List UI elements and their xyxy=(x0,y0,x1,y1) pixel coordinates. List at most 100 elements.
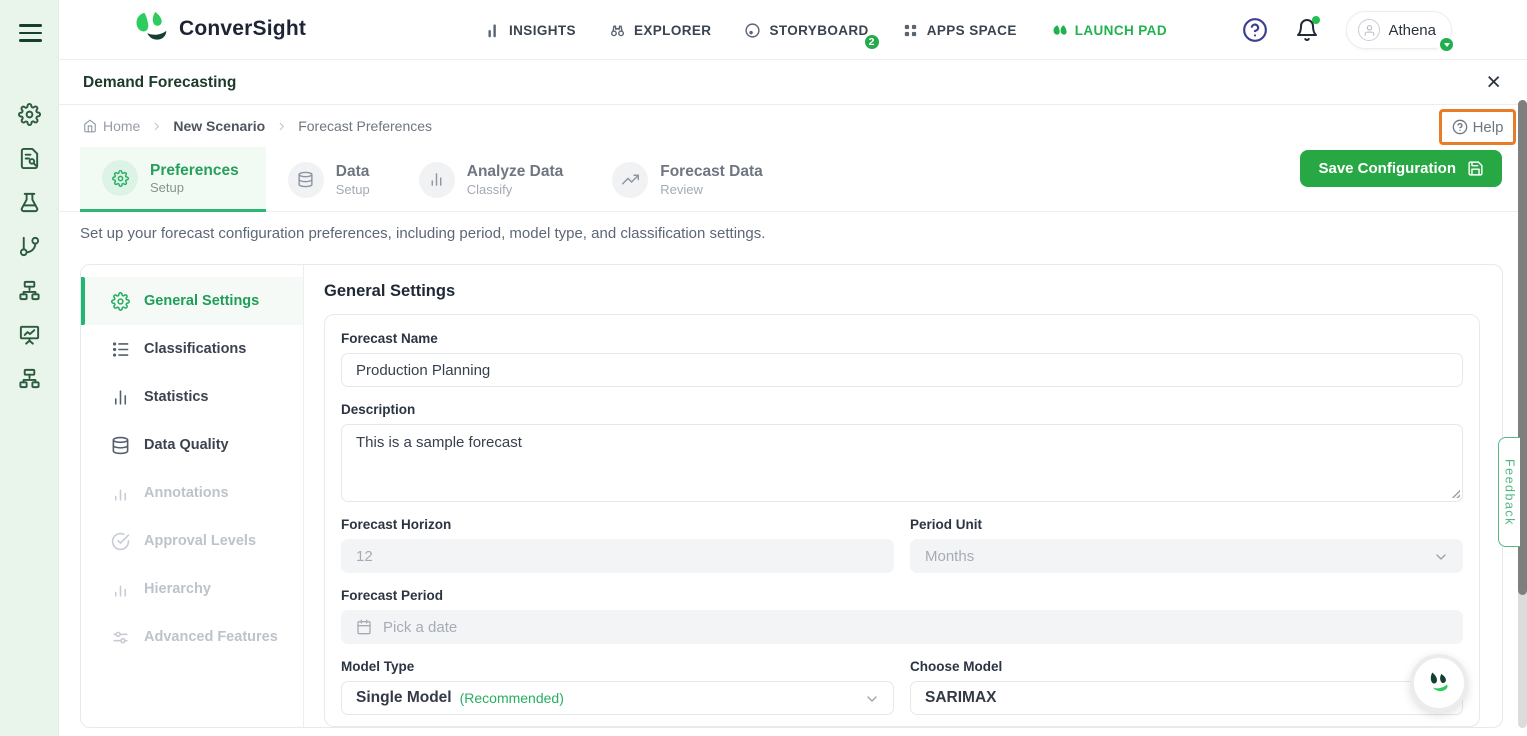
conversight-logo-icon xyxy=(136,11,167,40)
breadcrumb-new-scenario[interactable]: New Scenario xyxy=(173,118,266,134)
recommended-hint: (Recommended) xyxy=(459,690,564,706)
nav-apps-space[interactable]: APPS SPACE xyxy=(902,22,1017,39)
bar-chart-small-icon xyxy=(114,585,127,597)
lab-flask-icon[interactable] xyxy=(18,191,41,214)
database-icon xyxy=(112,436,129,454)
breadcrumb: Home New Scenario Forecast Preferences xyxy=(83,118,432,134)
scrollbar-thumb[interactable] xyxy=(1518,100,1527,595)
gear-icon xyxy=(102,160,138,196)
general-settings-form: Forecast Name Description This is a samp… xyxy=(324,314,1480,727)
forecast-horizon-input: 12 xyxy=(341,539,894,573)
check-circle-icon xyxy=(111,532,130,550)
sidebar-item-advanced-features: Advanced Features xyxy=(81,613,303,661)
general-settings-panel: General Settings Forecast Name Descripti… xyxy=(304,265,1502,727)
tab-preferences-setup[interactable]: Preferences Setup xyxy=(80,147,266,212)
choose-model-select[interactable]: SARIMAX xyxy=(910,681,1463,715)
bar-chart-icon xyxy=(114,389,127,405)
chevron-down-icon xyxy=(1436,554,1446,560)
chevron-right-icon xyxy=(155,122,160,130)
insights-bars-icon xyxy=(488,23,496,37)
help-question-icon xyxy=(1452,119,1467,135)
help-circle-icon[interactable] xyxy=(1242,17,1268,43)
settings-nav: General Settings Classifications Statist… xyxy=(81,265,304,727)
forecast-name-input[interactable] xyxy=(341,353,1463,387)
ordered-list-icon xyxy=(112,341,129,357)
description-label: Description xyxy=(341,402,416,417)
save-icon xyxy=(1468,161,1483,176)
nav-insights[interactable]: INSIGHTS xyxy=(484,22,576,39)
wizard-steps-row: Preferences Setup Data Setup Analyze Data C… xyxy=(59,147,1527,212)
chevron-down-icon xyxy=(867,696,877,702)
audit-log-icon[interactable] xyxy=(18,147,41,170)
model-type-label: Model Type xyxy=(341,659,415,674)
sidebar-item-statistics[interactable]: Statistics xyxy=(81,373,303,421)
menu-toggle-icon[interactable] xyxy=(19,24,42,47)
bar-chart-small-icon xyxy=(114,489,127,501)
close-icon[interactable]: × xyxy=(1486,68,1501,96)
home-icon xyxy=(84,119,96,133)
hierarchy-icon[interactable] xyxy=(18,367,41,390)
conversight-mark-icon xyxy=(1430,672,1448,692)
preferences-card: General Settings Classifications Statist… xyxy=(80,264,1503,728)
athena-chat-bubble[interactable] xyxy=(1410,654,1468,712)
launch-pad-icon xyxy=(1053,24,1067,35)
panel-heading: General Settings xyxy=(324,282,456,300)
trending-up-icon xyxy=(612,161,649,198)
feedback-tab[interactable]: Feedback xyxy=(1498,437,1520,547)
notification-dot xyxy=(1312,16,1321,24)
breadcrumb-row: Home New Scenario Forecast Preferences H… xyxy=(59,105,1527,147)
sidebar-item-general-settings[interactable]: General Settings xyxy=(81,277,303,325)
forecast-horizon-label: Forecast Horizon xyxy=(341,517,452,532)
gear-icon xyxy=(111,291,130,311)
bar-chart-icon xyxy=(418,161,455,198)
tab-analyze-data[interactable]: Analyze Data Classify xyxy=(397,147,590,212)
breadcrumb-home[interactable]: Home xyxy=(83,118,140,134)
period-unit-label: Period Unit xyxy=(910,517,983,532)
tab-forecast-data[interactable]: Forecast Data Review xyxy=(590,147,790,212)
step-description: Set up your forecast configuration prefe… xyxy=(80,225,766,242)
forecast-period-datepicker: Pick a date xyxy=(341,610,1463,644)
sliders-icon xyxy=(113,631,128,643)
forecast-period-label: Forecast Period xyxy=(341,588,444,603)
apps-grid-icon xyxy=(904,24,916,36)
nav-storyboard[interactable]: STORYBOARD 2 xyxy=(744,22,881,51)
module-header: Demand Forecasting × xyxy=(59,60,1527,105)
description-textarea[interactable]: This is a sample forecast xyxy=(341,424,1463,502)
nav-explorer[interactable]: EXPLORER xyxy=(609,22,711,39)
brand-name: ConverSight xyxy=(179,16,307,40)
sidebar-item-classifications[interactable]: Classifications xyxy=(81,325,303,373)
storyboard-icon xyxy=(745,22,761,38)
tab-data-setup[interactable]: Data Setup xyxy=(266,147,397,212)
calendar-icon xyxy=(357,619,371,635)
org-chart-icon[interactable] xyxy=(18,279,41,302)
forecast-name-label: Forecast Name xyxy=(341,331,438,346)
period-unit-select: Months xyxy=(910,539,1463,573)
sidebar-item-annotations: Annotations xyxy=(81,469,303,517)
settings-icon[interactable] xyxy=(18,103,41,126)
git-branch-icon[interactable] xyxy=(18,235,41,258)
top-bar: ConverSight INSIGHTS EXPLORER STORYBOARD… xyxy=(59,0,1527,60)
presentation-chart-icon[interactable] xyxy=(18,323,41,346)
binoculars-icon xyxy=(610,25,624,36)
user-menu[interactable]: Athena xyxy=(1346,11,1455,53)
user-name: Athena xyxy=(1388,21,1436,39)
sidebar-item-approval-levels: Approval Levels xyxy=(81,517,303,565)
help-button[interactable]: Help xyxy=(1452,119,1503,136)
sidebar-item-data-quality[interactable]: Data Quality xyxy=(81,421,303,469)
conversight-logo[interactable]: ConverSight xyxy=(133,10,306,47)
avatar xyxy=(1358,19,1381,41)
chevron-right-icon xyxy=(279,122,284,130)
nav-launch-pad[interactable]: LAUNCH PAD xyxy=(1050,22,1167,39)
primary-nav: INSIGHTS EXPLORER STORYBOARD 2 APPS SPAC… xyxy=(484,0,1167,60)
left-sidebar xyxy=(0,0,59,736)
resize-grip-icon[interactable] xyxy=(1450,488,1460,498)
user-caret-badge xyxy=(1438,36,1455,53)
model-type-select[interactable]: Single Model (Recommended) xyxy=(341,681,894,715)
notifications-bell-icon[interactable] xyxy=(1295,16,1321,42)
page-title: Demand Forecasting xyxy=(83,73,237,91)
sidebar-item-hierarchy: Hierarchy xyxy=(81,565,303,613)
storyboard-badge: 2 xyxy=(862,32,881,51)
save-configuration-button[interactable]: Save Configuration xyxy=(1300,150,1502,187)
choose-model-label: Choose Model xyxy=(910,659,1003,674)
